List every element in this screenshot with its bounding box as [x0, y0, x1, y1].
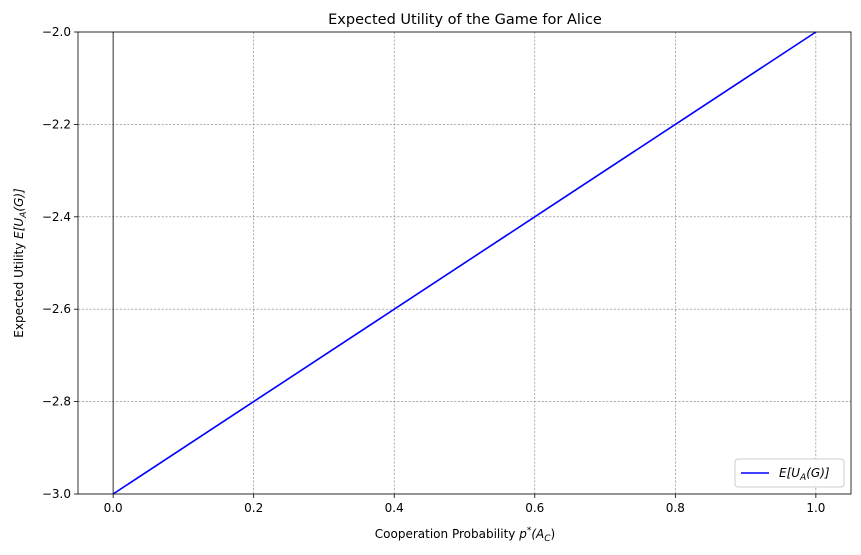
x-axis-label-open: (A	[531, 527, 544, 541]
plot-area	[77, 31, 852, 495]
x-tick-label: 0.6	[525, 501, 544, 515]
y-axis-label-pre: E[U	[12, 218, 26, 239]
y-tick-label: −2.2	[42, 117, 71, 131]
legend-label: E[UA(G)]	[779, 466, 830, 483]
legend-label-pre: E[U	[779, 466, 800, 480]
legend: E[UA(G)]	[734, 458, 845, 488]
x-tick-label: 0.8	[666, 501, 685, 515]
x-axis-label-close: )	[551, 527, 556, 541]
y-tick-label: −3.0	[42, 487, 71, 501]
y-axis-label: Expected Utility E[UA(G)]	[12, 188, 29, 338]
y-tick-label: −2.0	[42, 25, 71, 39]
y-axis-label-main: Expected Utility	[12, 239, 26, 338]
y-axis-label-post: (G)]	[12, 188, 26, 212]
x-axis-label: Cooperation Probability p*(AC)	[375, 526, 555, 544]
y-tick-label: −2.8	[42, 395, 71, 409]
legend-box	[734, 458, 845, 488]
y-tick-label: −2.4	[42, 210, 71, 224]
y-axis-label-sub: A	[19, 212, 29, 219]
series-line	[112, 31, 817, 495]
legend-label-post: (G)]	[806, 466, 830, 480]
x-tick-label: 0.4	[385, 501, 404, 515]
x-axis-label-sub: C	[544, 534, 551, 544]
y-tick-label: −2.6	[42, 302, 71, 316]
x-tick-label: 0.2	[244, 501, 263, 515]
x-tick-label: 0.0	[104, 501, 123, 515]
series-layer	[112, 31, 817, 495]
y-axis: −3.0 −2.8 −2.6 −2.4 −2.2 −2.0	[42, 25, 78, 501]
legend-label-sub: A	[799, 473, 806, 483]
x-axis: 0.0 0.2 0.4 0.6 0.8 1.0	[104, 494, 825, 515]
x-axis-label-var: p	[518, 527, 527, 541]
x-axis-label-main: Cooperation Probability	[375, 527, 519, 541]
chart-title: Expected Utility of the Game for Alice	[328, 12, 602, 28]
x-axis-label-sup: *	[527, 526, 532, 536]
x-tick-label: 1.0	[806, 501, 825, 515]
